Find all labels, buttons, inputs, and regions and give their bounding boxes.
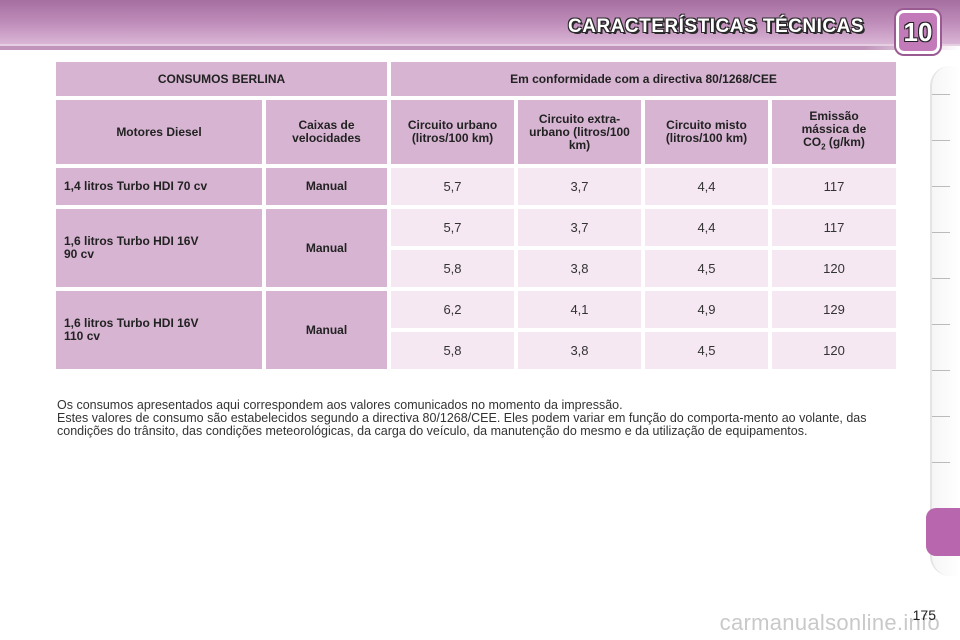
footnote-paragraph: Estes valores de consumo são estabelecid… <box>57 411 867 438</box>
chapter-tabs <box>930 66 960 576</box>
tab-divider <box>932 462 950 463</box>
extra-urban-value: 3,8 <box>518 250 641 287</box>
engine-cell: 1,4 litros Turbo HDI 70 cv <box>56 168 262 205</box>
table-row: 1,6 litros Turbo HDI 16V 110 cv Manual 6… <box>56 291 896 369</box>
extra-urban-value: 3,7 <box>518 168 641 205</box>
engine-cell: 1,6 litros Turbo HDI 16V 90 cv <box>56 209 262 287</box>
mixed-value: 4,4 <box>645 209 768 246</box>
table-row: 1,6 litros Turbo HDI 16V 90 cv Manual 5,… <box>56 209 896 287</box>
col-header-mixed: Circuito misto (litros/100 km) <box>645 100 768 164</box>
table-title-cell: CONSUMOS BERLINA <box>56 62 387 96</box>
tab-divider <box>932 94 950 95</box>
tab-divider <box>932 416 950 417</box>
co2-value: 120 <box>772 250 896 287</box>
table-row: 5,8 3,8 4,5 120 <box>56 250 896 287</box>
co2-value: 120 <box>772 332 896 369</box>
co2-value: 117 <box>772 209 896 246</box>
urban-value: 6,2 <box>391 291 514 328</box>
engine-cell: 1,6 litros Turbo HDI 16V 110 cv <box>56 291 262 369</box>
watermark: carmanualsonline.info <box>719 610 940 635</box>
gearbox-cell: Manual <box>266 209 387 287</box>
mixed-value: 4,5 <box>645 250 768 287</box>
gearbox-cell: Manual <box>266 168 387 205</box>
urban-value: 5,7 <box>391 209 514 246</box>
tab-divider <box>932 140 950 141</box>
mixed-value: 4,5 <box>645 332 768 369</box>
page-title: CARACTERÍSTICAS TÉCNICAS <box>568 16 864 37</box>
tab-divider <box>932 232 950 233</box>
directive-cell: Em conformidade com a directiva 80/1268/… <box>391 62 896 96</box>
col-header-co2: Emissão mássica de CO2 (g/km) <box>772 100 896 164</box>
table-row: 1,4 litros Turbo HDI 70 cv Manual 5,7 3,… <box>56 168 896 205</box>
extra-urban-value: 3,8 <box>518 332 641 369</box>
tab-divider <box>932 370 950 371</box>
col-header-extra-urban: Circuito extra-urbano (litros/100 km) <box>518 100 641 164</box>
page-number: 175 <box>912 607 936 623</box>
extra-urban-value: 4,1 <box>518 291 641 328</box>
footnote-line: Os consumos apresentados aqui correspond… <box>57 398 623 412</box>
mixed-value: 4,4 <box>645 168 768 205</box>
co2-label: Emissão mássica de CO <box>801 109 867 150</box>
urban-value: 5,8 <box>391 250 514 287</box>
co2-subscript: 2 <box>821 142 826 152</box>
tab-divider <box>932 186 950 187</box>
table-row: 5,8 3,8 4,5 120 <box>56 332 896 369</box>
header-band <box>0 0 960 50</box>
urban-value: 5,7 <box>391 168 514 205</box>
table-header-row: CONSUMOS BERLINA Em conformidade com a d… <box>56 62 896 96</box>
extra-urban-value: 3,7 <box>518 209 641 246</box>
tab-divider <box>932 324 950 325</box>
footnote: Os consumos apresentados aqui correspond… <box>57 399 907 438</box>
col-header-engines: Motores Diesel <box>56 100 262 164</box>
col-header-gearboxes: Caixas de velocidades <box>266 100 387 164</box>
urban-value: 5,8 <box>391 332 514 369</box>
chapter-badge: 10 <box>896 10 940 54</box>
consumption-table: CONSUMOS BERLINA Em conformidade com a d… <box>52 58 900 373</box>
tab-divider <box>932 278 950 279</box>
mixed-value: 4,9 <box>645 291 768 328</box>
chapter-tab-active[interactable] <box>926 508 960 556</box>
col-header-urban: Circuito urbano (litros/100 km) <box>391 100 514 164</box>
column-header-row: Motores Diesel Caixas de velocidades Cir… <box>56 100 896 164</box>
co2-unit: (g/km) <box>825 135 865 150</box>
co2-value: 129 <box>772 291 896 328</box>
gearbox-cell: Manual <box>266 291 387 369</box>
co2-value: 117 <box>772 168 896 205</box>
